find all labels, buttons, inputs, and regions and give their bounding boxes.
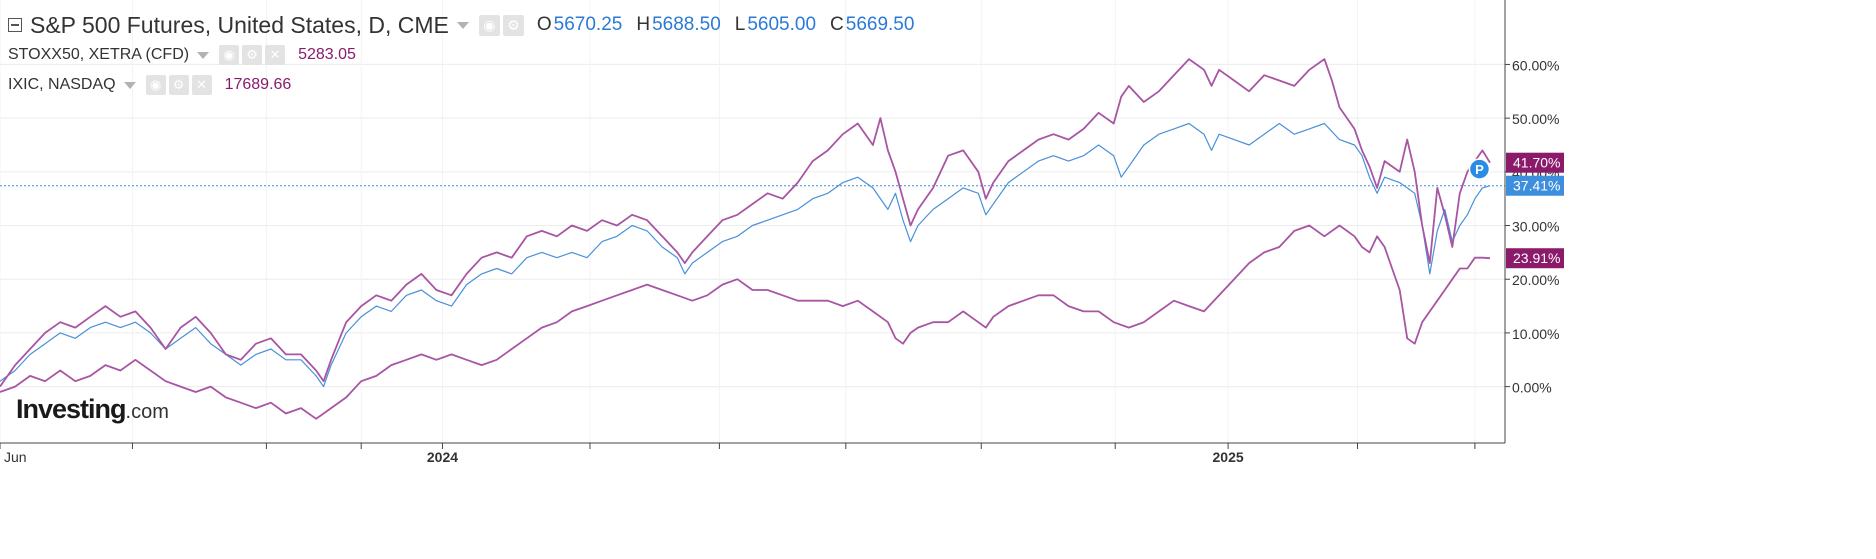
series-lines <box>0 58 1491 420</box>
legend: S&P 500 Futures, United States, D, CME ◉… <box>8 10 914 100</box>
last-value-badge <box>1506 152 1564 173</box>
eye-icon[interactable]: ◉ <box>145 75 166 95</box>
chevron-down-icon[interactable] <box>197 51 210 59</box>
close-icon[interactable]: ✕ <box>265 45 286 65</box>
y-tick-label: 30.00% <box>1512 219 1559 235</box>
x-tick-label: 2024 <box>427 449 458 465</box>
comparison-name: STOXX50, XETRA (CFD) <box>8 46 190 63</box>
y-tick-label: 20.00% <box>1512 272 1559 288</box>
position-marker[interactable]: P <box>1468 158 1491 180</box>
series-line-1 <box>0 58 1491 388</box>
last-value-text: 41.70% <box>1513 155 1560 171</box>
comparison-value: 17689.66 <box>224 76 292 93</box>
series-line-2 <box>0 224 1491 420</box>
comparison-row-stoxx: STOXX50, XETRA (CFD) ◉ ⚙ ✕ 5283.05 <box>8 40 914 70</box>
main-series-title: S&P 500 Futures, United States, D, CME <box>30 11 449 38</box>
ohlc-values: O 5670.25 H 5688.50 L 5605.00 C 5669.50 <box>537 14 915 36</box>
y-tick-label: 0.00% <box>1512 380 1552 396</box>
grid <box>0 0 1505 443</box>
y-tick-label: 50.00% <box>1512 111 1559 127</box>
eye-icon[interactable]: ◉ <box>478 14 500 36</box>
ohlc-high: H 5688.50 <box>636 14 721 35</box>
last-value-badge <box>1506 248 1564 269</box>
gear-icon[interactable]: ⚙ <box>168 75 189 95</box>
ohlc-low: L 5605.00 <box>734 14 817 35</box>
last-value-badge <box>1506 175 1564 196</box>
last-value-text: 23.91% <box>1513 250 1560 266</box>
ohlc-close: C 5669.50 <box>830 14 915 35</box>
ohlc-open: O 5670.25 <box>536 14 623 35</box>
comparison-name: IXIC, NASDAQ <box>8 76 116 93</box>
close-icon[interactable]: ✕ <box>191 75 212 95</box>
x-tick-label: Jun <box>4 449 27 465</box>
chevron-down-icon[interactable] <box>456 21 469 29</box>
investing-logo: Investing.com <box>16 394 169 424</box>
y-tick-label: 60.00% <box>1512 57 1559 73</box>
comparison-value: 5283.05 <box>298 46 356 63</box>
chevron-down-icon[interactable] <box>123 81 136 89</box>
eye-icon[interactable]: ◉ <box>219 45 240 65</box>
collapse-icon[interactable] <box>8 18 22 32</box>
marker-bubble <box>1468 158 1491 180</box>
comparison-row-ixic: IXIC, NASDAQ ◉ ⚙ ✕ 17689.66 <box>8 70 914 100</box>
last-value-text: 37.41% <box>1513 178 1560 194</box>
y-tick-label: 10.00% <box>1512 326 1559 342</box>
gear-icon[interactable]: ⚙ <box>502 14 524 36</box>
main-series-row: S&P 500 Futures, United States, D, CME ◉… <box>8 10 914 40</box>
series-line-0 <box>0 122 1491 388</box>
gear-icon[interactable]: ⚙ <box>242 45 263 65</box>
value-labels: 41.70% 37.41% 23.91% <box>1506 152 1564 269</box>
x-tick-label: 2025 <box>1213 449 1244 465</box>
marker-label: P <box>1475 162 1484 177</box>
